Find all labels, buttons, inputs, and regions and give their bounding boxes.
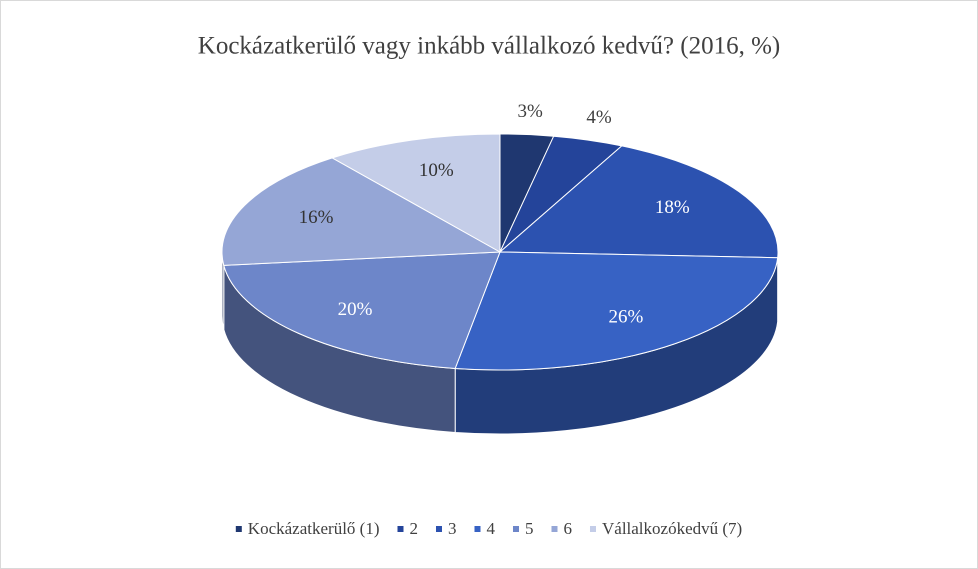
slice xyxy=(498,145,779,259)
legend-marker xyxy=(435,526,442,532)
legend-label: Kockázatkerülő (1) xyxy=(248,519,380,538)
data-label: 3% xyxy=(518,101,544,122)
legend-label: 6 xyxy=(563,519,572,538)
data-label: 20% xyxy=(338,299,373,320)
legend: Kockázatkerülő (1) 2 3 4 5 6 Vállalkozókedvű (… xyxy=(235,519,742,538)
legend-marker xyxy=(397,526,404,532)
data-label: 16% xyxy=(299,207,334,228)
chart-title: Kockázatkerülő vagy inkább vállalkozó ke… xyxy=(198,33,780,60)
legend-label: 5 xyxy=(525,519,534,538)
slice xyxy=(223,251,501,369)
legend-marker xyxy=(474,526,481,532)
legend-marker xyxy=(235,526,242,532)
legend-marker xyxy=(551,526,558,532)
slice xyxy=(331,133,501,253)
legend-label: 4 xyxy=(486,519,495,538)
data-label: 10% xyxy=(419,160,454,181)
legend-label: Vállalkozókedvű (7) xyxy=(602,519,742,538)
legend-label: 3 xyxy=(448,519,457,538)
data-label: 26% xyxy=(608,306,643,327)
legend-marker xyxy=(589,526,596,532)
data-label: 4% xyxy=(586,107,612,128)
legend-marker xyxy=(512,526,519,532)
data-label: 18% xyxy=(655,197,690,218)
slice xyxy=(454,251,779,371)
legend-label: 2 xyxy=(409,519,418,538)
slice xyxy=(221,157,502,266)
